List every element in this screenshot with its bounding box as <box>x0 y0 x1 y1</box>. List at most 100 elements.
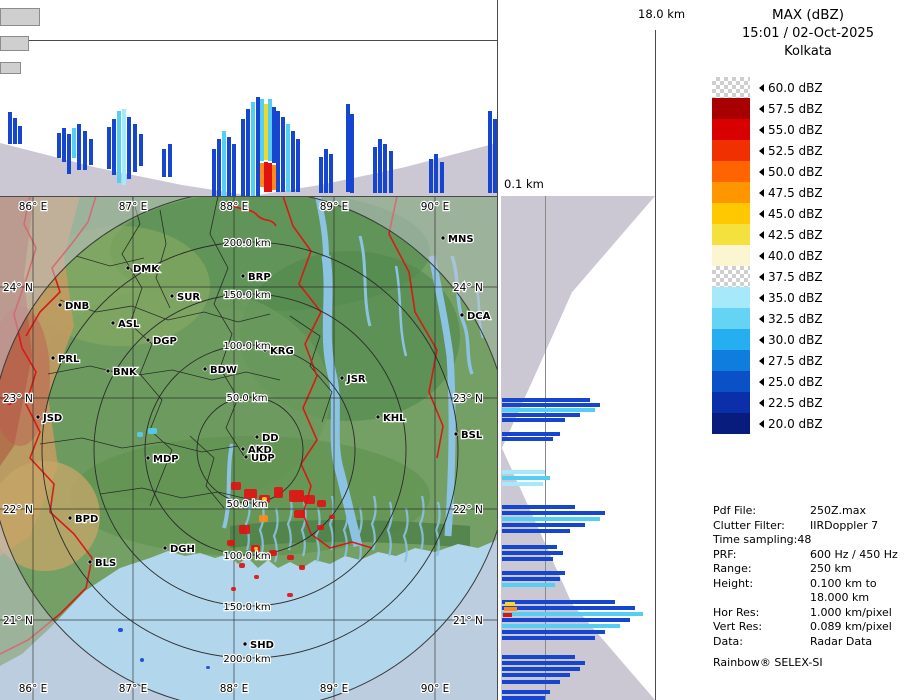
dbz-scale-row: 22.5 dBZ <box>710 392 906 413</box>
product-title: MAX (dBZ) <box>771 7 845 23</box>
toolbar-button[interactable] <box>0 36 29 51</box>
station-label: DGH <box>170 544 195 555</box>
info-row: Data: Radar Data <box>713 635 906 650</box>
dbz-value: 25.0 dBZ <box>768 374 823 389</box>
scale-tick-icon <box>755 230 764 239</box>
dbz-swatch <box>712 392 750 413</box>
legend-info: Pdf File: 250Z.max Clutter Filter: IIRDoppl… <box>713 504 906 649</box>
projection-bar <box>502 408 595 412</box>
projection-bar <box>127 117 131 179</box>
lon-label: 87° E <box>119 201 148 213</box>
scale-tick-icon <box>755 104 764 113</box>
projection-bar <box>319 157 323 193</box>
height-axis-min-label: 0.1 km <box>504 177 544 191</box>
projection-bar <box>77 124 81 170</box>
projection-bar <box>329 154 333 193</box>
dbz-swatch <box>712 140 750 161</box>
river-channel <box>386 501 393 557</box>
info-row: PRF: 600 Hz / 450 Hz <box>713 548 906 563</box>
station-layer: MNS DMK BRP SUR DNB ASL DGP KRG PRL BNK BDW JSR DCA K… <box>35 233 492 652</box>
range-ring-label: 100.0 km <box>223 341 270 352</box>
projection-bar <box>502 612 643 616</box>
radar-echo <box>7 401 12 405</box>
station-dot <box>254 434 260 440</box>
dbz-value: 42.5 dBZ <box>768 227 823 242</box>
river-channel <box>286 495 293 551</box>
projection-bar <box>217 139 221 196</box>
dbz-scale-row: 40.0 dBZ <box>710 245 906 266</box>
projection-bar <box>72 128 76 158</box>
scale-tick-icon <box>755 314 764 323</box>
scale-tick-icon <box>755 419 764 428</box>
projection-bar <box>291 131 295 192</box>
dbz-value: 27.5 dBZ <box>768 353 823 368</box>
projection-bar <box>502 505 575 509</box>
info-value: 250 km <box>810 562 852 575</box>
info-row: Hor Res: 1.000 km/pixel <box>713 606 906 621</box>
river-channel <box>418 495 425 551</box>
station-label: SHD <box>250 640 274 651</box>
projection-bar <box>264 104 268 160</box>
height-axis-max-label: 18.0 km <box>638 7 686 21</box>
projection-bar <box>251 102 255 196</box>
dbz-swatch <box>712 98 750 119</box>
map-panel[interactable]: MNS DMK BRP SUR DNB ASL DGP KRG PRL BNK BDW JSR DCA K… <box>0 189 511 700</box>
station-label: JSR <box>346 374 366 385</box>
projection-bar <box>502 551 563 555</box>
projection-bar <box>67 134 71 174</box>
projection-bar <box>502 655 575 659</box>
lon-label: 88° E <box>220 201 249 213</box>
station-label: JSD <box>42 413 62 424</box>
radar-echo <box>289 490 304 502</box>
projection-bar <box>502 630 605 634</box>
toolbar-button[interactable] <box>0 8 40 26</box>
projection-bar <box>286 124 290 192</box>
map-right-border <box>497 0 498 700</box>
projection-bar <box>502 398 590 402</box>
station-dot <box>125 265 131 271</box>
scale-tick-icon <box>755 293 764 302</box>
station-dot <box>145 455 151 461</box>
range-ring <box>41 241 459 659</box>
toolbar-button[interactable] <box>0 62 21 74</box>
projection-bar <box>488 111 492 193</box>
projection-bar <box>272 165 276 190</box>
lat-label: 23° N <box>453 393 483 405</box>
station-dot <box>105 368 111 374</box>
radar-echo <box>294 510 305 518</box>
dbz-value: 52.5 dBZ <box>768 143 823 158</box>
projection-bar <box>350 114 354 193</box>
dbz-scale-row: 52.5 dBZ <box>710 140 906 161</box>
right-projection-bars <box>497 196 655 700</box>
info-label: Clutter Filter: <box>713 518 785 532</box>
dbz-value: 45.0 dBZ <box>768 206 823 221</box>
station-dot <box>202 366 208 372</box>
projection-bar <box>502 470 545 474</box>
graticule-layer <box>0 196 497 700</box>
station-label: BRP <box>248 272 271 283</box>
dbz-value: 57.5 dBZ <box>768 101 823 116</box>
projection-bar <box>502 523 585 527</box>
radar-echo <box>329 515 335 519</box>
projection-bar <box>83 131 87 170</box>
projection-bar <box>212 149 216 196</box>
station-dot <box>67 515 73 521</box>
dbz-swatch <box>712 224 750 245</box>
river-channel <box>328 495 335 551</box>
info-label: PRF: <box>713 547 737 561</box>
station-label: KHL <box>383 413 406 424</box>
district-boundaries <box>39 195 333 509</box>
lon-label: 87° E <box>119 683 148 695</box>
lon-label: 89° E <box>320 201 349 213</box>
projection-bar <box>18 126 22 144</box>
radar-echo <box>287 593 293 597</box>
info-row: Time sampling: 48 <box>713 533 906 548</box>
info-label: Vert Res: <box>713 620 763 633</box>
projection-bar <box>89 139 93 165</box>
dbz-scale-row: 55.0 dBZ <box>710 119 906 140</box>
station-dot <box>240 446 246 452</box>
projection-bar <box>62 128 66 162</box>
lat-label: 24° N <box>453 282 483 294</box>
dbz-scale-row: 20.0 dBZ <box>710 413 906 434</box>
